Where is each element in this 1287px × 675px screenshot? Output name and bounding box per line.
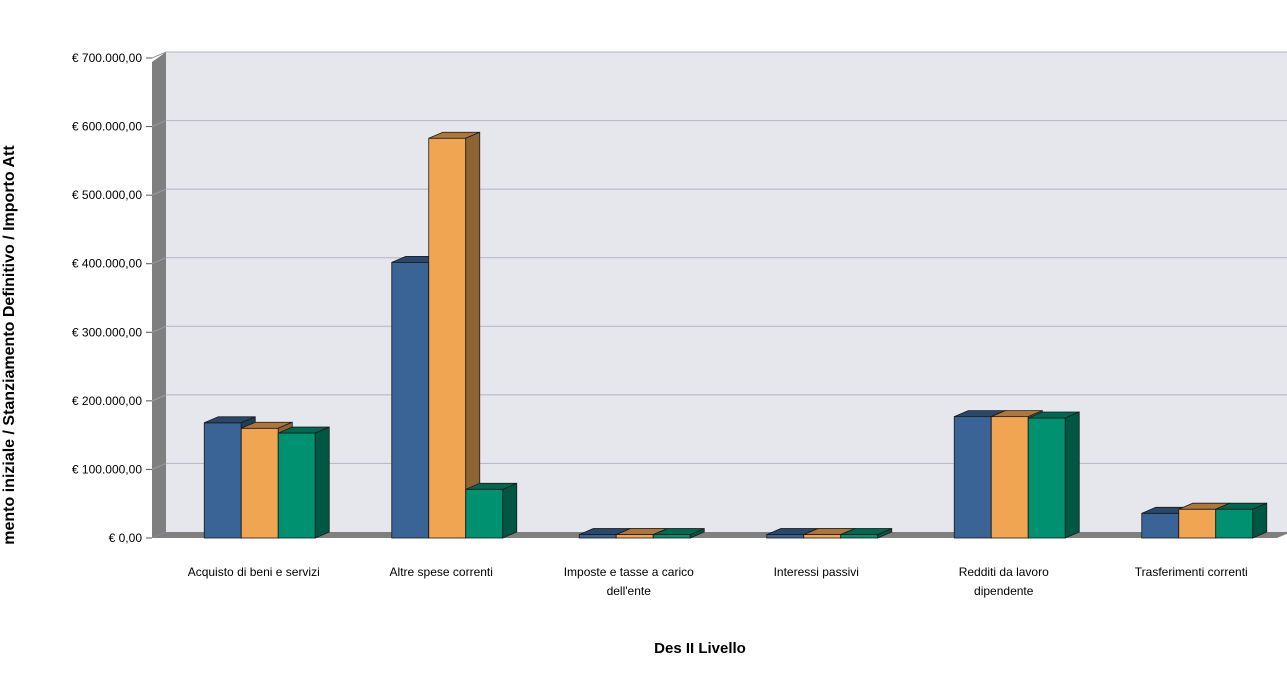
bar-side	[689, 527, 705, 539]
y-tick-label: € 500.000,00	[72, 188, 142, 202]
bar-front	[1215, 508, 1254, 539]
bar-front	[203, 422, 242, 539]
bar	[428, 131, 481, 539]
bar-front	[766, 534, 805, 539]
x-tick-labels: Acquisto di beni e servizi Altre spese co…	[188, 565, 1248, 598]
bar-side	[877, 527, 893, 539]
bar-side	[1252, 502, 1268, 539]
bar-front	[391, 261, 430, 539]
y-tick-label: € 400.000,00	[72, 257, 142, 271]
gridlines	[146, 51, 1287, 539]
bar-front	[840, 534, 879, 539]
x-tick-label: Trasferimenti correnti	[1135, 565, 1248, 579]
x-tick-label: Acquisto di beni e servizi	[188, 565, 320, 579]
x-tick-label: Redditi da lavoro dipendente	[959, 565, 1049, 598]
bar-front	[465, 488, 504, 539]
bar	[465, 482, 518, 539]
y-tick-labels: € 0,00 € 100.000,00 € 200.000,00 € 300.000,…	[72, 51, 142, 545]
side-wall	[152, 52, 166, 538]
y-tick-label: € 200.000,00	[72, 394, 142, 408]
gridline-diag	[151, 120, 167, 128]
gridline-diag	[151, 188, 167, 196]
y-axis-title: mento iniziale / Stanziamento Definitivo…	[1, 145, 18, 545]
bar	[1215, 502, 1268, 539]
bar	[840, 527, 893, 539]
x-tick-label: Altre spese correnti	[390, 565, 493, 579]
back-wall	[166, 52, 1287, 532]
gridline-diag	[151, 462, 167, 470]
bar-front	[1178, 508, 1217, 539]
y-tick-label: € 700.000,00	[72, 51, 142, 65]
bar-side	[502, 482, 518, 539]
x-tick-label: Interessi passivi	[774, 565, 859, 579]
gridline-diag	[151, 325, 167, 333]
gridline-diag	[151, 51, 167, 59]
bar-front	[578, 534, 617, 539]
bar-front	[803, 534, 842, 539]
y-tick-label: € 100.000,00	[72, 462, 142, 476]
bar	[652, 527, 705, 539]
bar-side	[465, 131, 481, 539]
bars	[203, 131, 1268, 539]
bar-side	[314, 426, 330, 539]
bar-front	[953, 416, 992, 539]
y-tick-label: € 300.000,00	[72, 325, 142, 339]
bar-side	[1064, 411, 1080, 539]
bar-front	[277, 432, 316, 539]
bar	[1027, 411, 1080, 539]
bar	[277, 426, 330, 539]
y-tick-label: € 600.000,00	[72, 120, 142, 134]
bar-front	[1027, 417, 1066, 539]
bar-front	[990, 416, 1029, 539]
bar-front	[615, 534, 654, 539]
bar-front	[652, 534, 691, 539]
gridline-diag	[151, 394, 167, 402]
bar-front	[1141, 512, 1180, 539]
bar-front	[240, 427, 279, 539]
y-tick-label: € 0,00	[109, 531, 143, 545]
gridline-diag	[151, 257, 167, 265]
x-axis-title: Des II Livello	[654, 640, 746, 657]
bar-front	[428, 137, 467, 539]
x-tick-label: Imposte e tasse a carico dell'ente	[564, 565, 694, 598]
